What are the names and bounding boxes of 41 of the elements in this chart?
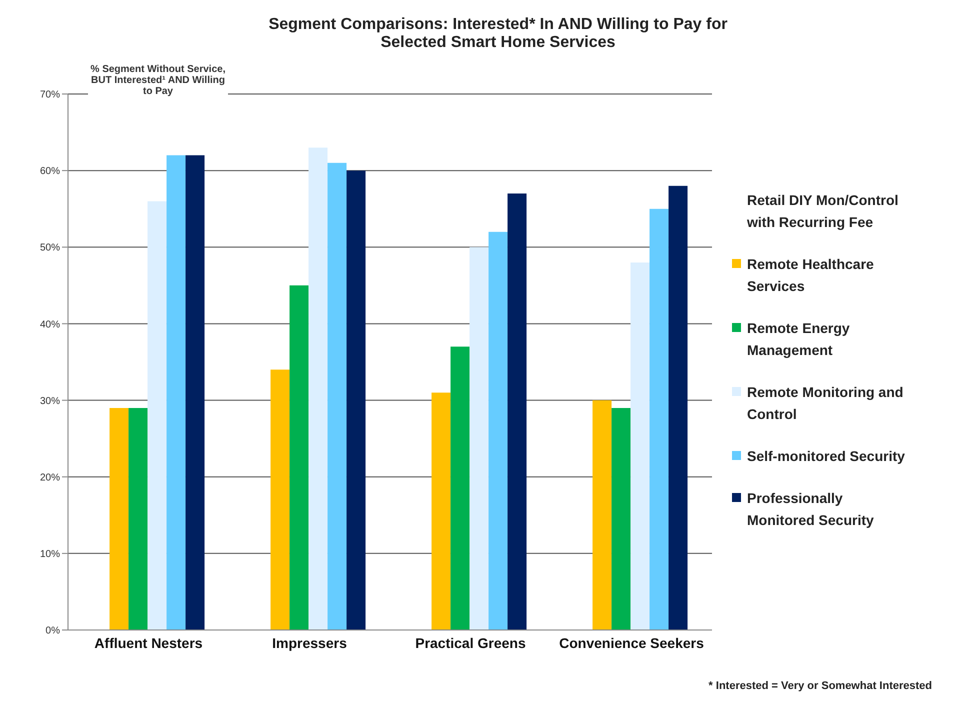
y-tick-label: 0% (46, 626, 60, 637)
y-tick-label: 50% (40, 242, 60, 254)
bar (650, 208, 669, 630)
y-tick-label: 30% (40, 396, 60, 407)
bar (110, 408, 129, 630)
bar (612, 408, 631, 630)
x-tick-label: Practical Greens (415, 634, 526, 651)
bar (128, 408, 148, 630)
bar (328, 162, 347, 630)
bar (186, 155, 205, 630)
legend-label: Remote Healthcare Services (747, 255, 875, 296)
bar (308, 148, 328, 630)
y-tick-label: 10% (40, 548, 60, 560)
legend-label: Remote Energy Management (747, 319, 851, 360)
x-tick-label: Impressers (272, 634, 348, 651)
legend-label: Remote Monitoring and Control (747, 383, 904, 424)
bar (148, 201, 167, 630)
bar (290, 285, 309, 630)
bar (488, 232, 508, 630)
bar (508, 194, 527, 630)
legend-label: Self-monitored Security (747, 447, 906, 466)
text: Retail DIY Mon/Control with Recurring Fee (747, 191, 900, 232)
bar (166, 155, 186, 630)
bar (592, 400, 612, 630)
legend-label: Professionally Monitored Security (747, 489, 875, 530)
y-tick-label: 60% (40, 166, 60, 178)
y-tick-label: 40% (40, 319, 60, 330)
bar (470, 247, 489, 630)
chart-title: Segment Comparisons: Interested* In AND Willing to Pay for Selected Smart Home Services (268, 16, 728, 52)
x-tick-label: Affluent Nesters (94, 634, 203, 651)
text: * Interested = Very or Somewhat Interested (708, 680, 932, 692)
x-tick-label: Convenience Seekers (559, 634, 704, 651)
y-axis-title: % Segment Without Service, BUT Interested¹ AND Willing to Pay (88, 64, 228, 97)
bar (346, 170, 366, 630)
y-tick-label: 20% (40, 472, 60, 484)
bar (630, 262, 650, 630)
bar (450, 346, 470, 630)
bar (270, 370, 290, 630)
y-tick-label: 70% (40, 90, 60, 101)
bar (432, 392, 451, 630)
bar (668, 186, 688, 630)
